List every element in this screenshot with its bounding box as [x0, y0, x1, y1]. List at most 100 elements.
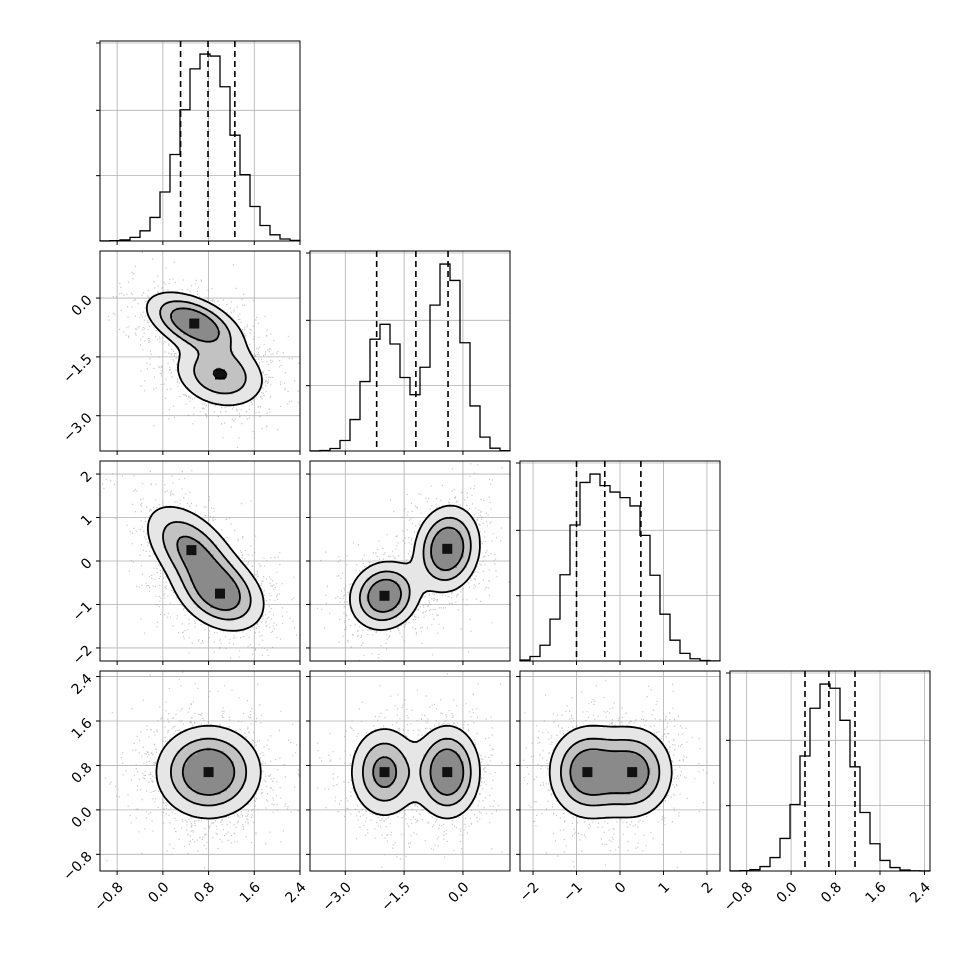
panel-frame — [99, 670, 301, 872]
density-content — [310, 463, 510, 661]
y-tick-label: −0.8 — [60, 849, 95, 884]
density-content — [317, 673, 503, 868]
panel-frame — [519, 460, 721, 662]
contour-line-2 — [569, 748, 650, 796]
x-tick-label: 0.8 — [191, 879, 218, 906]
panel-frame — [309, 460, 511, 662]
x-tick-label: −1.5 — [378, 879, 413, 914]
x-tick-label: −2 — [517, 879, 543, 905]
density-panel-3-0 — [96, 670, 301, 875]
density-panel-3-2 — [516, 670, 721, 875]
contour-line-1 — [162, 521, 252, 621]
density-panel-2-0 — [96, 460, 301, 665]
density-peak — [582, 767, 593, 778]
density-content — [523, 679, 715, 871]
scatter-points — [107, 251, 300, 449]
y-tick-label: −1.5 — [60, 351, 95, 386]
contour-line-2 — [181, 748, 236, 796]
y-tick-label: 1.6 — [69, 715, 96, 742]
density-peak — [189, 318, 200, 329]
x-tick-label: 0.0 — [445, 879, 472, 906]
density-peak — [379, 767, 390, 778]
x-tick-label: 1.6 — [237, 879, 264, 906]
y-tick-label: −3.0 — [60, 410, 95, 445]
x-tick-label: 2.4 — [907, 879, 934, 906]
density-fill — [146, 507, 264, 632]
density-content — [107, 251, 300, 449]
panel-frame — [519, 670, 721, 872]
scatter-points — [523, 679, 715, 871]
y-tick-label: 0.8 — [69, 760, 96, 787]
x-tick-label: 0.0 — [145, 879, 172, 906]
y-tick-label: 2.4 — [69, 671, 96, 698]
density-fill — [570, 751, 651, 795]
density-fill — [170, 307, 227, 378]
density-peak — [627, 767, 638, 778]
panel-frame — [99, 40, 301, 242]
x-tick-label: −0.8 — [721, 879, 756, 914]
x-tick-label: 0.0 — [774, 879, 801, 906]
contour-line-0 — [349, 504, 481, 631]
x-tick-label: −0.8 — [91, 879, 126, 914]
density-fill — [373, 751, 464, 795]
panel-frame — [729, 670, 931, 872]
contour-line-1 — [170, 737, 248, 807]
histogram-panel-3 — [726, 670, 931, 875]
panel-frame — [309, 670, 511, 872]
histogram-step — [309, 263, 511, 452]
y-tick-label: −1 — [70, 599, 96, 625]
histogram-step — [519, 473, 721, 662]
histogram-panel-2 — [516, 460, 721, 665]
contour-line-0 — [548, 724, 673, 820]
y-tick-label: 0 — [78, 555, 96, 573]
density-peak — [442, 767, 453, 778]
x-tick-label: 1.6 — [863, 879, 890, 906]
histogram-panel-0 — [96, 40, 301, 245]
y-tick-label: −2 — [70, 642, 96, 668]
panel-frame — [99, 250, 301, 452]
y-tick-label: 0.0 — [69, 292, 96, 319]
density-peak — [203, 767, 214, 778]
contour-line-1 — [358, 516, 472, 621]
y-tick-label: 1 — [78, 512, 96, 530]
density-content — [104, 671, 300, 869]
density-fill — [350, 504, 481, 632]
y-tick-label: 0.0 — [69, 804, 96, 831]
contour-line-0 — [145, 291, 263, 407]
contour-line-0 — [155, 724, 262, 820]
contour-line-1 — [159, 300, 247, 395]
density-fill — [360, 517, 471, 622]
density-fill — [366, 527, 464, 612]
histogram-panel-1 — [306, 250, 511, 455]
panel-frame — [99, 460, 301, 662]
contour-line-2 — [170, 307, 228, 380]
panel-frame — [309, 250, 511, 452]
density-panel-2-1 — [306, 460, 511, 665]
density-fill — [146, 291, 264, 405]
density-peak — [215, 369, 225, 380]
x-tick-label: 2 — [699, 879, 717, 897]
density-peak — [379, 590, 390, 601]
contour-line-1 — [560, 737, 661, 807]
contour-line-0 — [147, 505, 265, 632]
x-tick-label: 0.8 — [818, 879, 845, 906]
density-content — [102, 469, 298, 661]
contour-line-2 — [372, 748, 465, 796]
contour-line-0 — [351, 724, 481, 820]
x-tick-label: 1 — [655, 879, 673, 897]
contour-line-2 — [367, 526, 465, 613]
density-peak — [186, 545, 197, 556]
density-fill — [353, 724, 481, 818]
histogram-step — [729, 683, 931, 872]
x-tick-label: 0 — [612, 879, 630, 897]
density-peak — [442, 543, 453, 554]
density-panel-1-0 — [96, 250, 301, 455]
contour-line-2 — [176, 535, 241, 611]
y-tick-label: 2 — [78, 468, 96, 486]
x-tick-label: −1 — [560, 879, 586, 905]
density-peak — [215, 588, 225, 599]
density-panel-3-1 — [306, 670, 511, 875]
histogram-step — [99, 53, 301, 242]
contour-line-1 — [362, 737, 472, 807]
